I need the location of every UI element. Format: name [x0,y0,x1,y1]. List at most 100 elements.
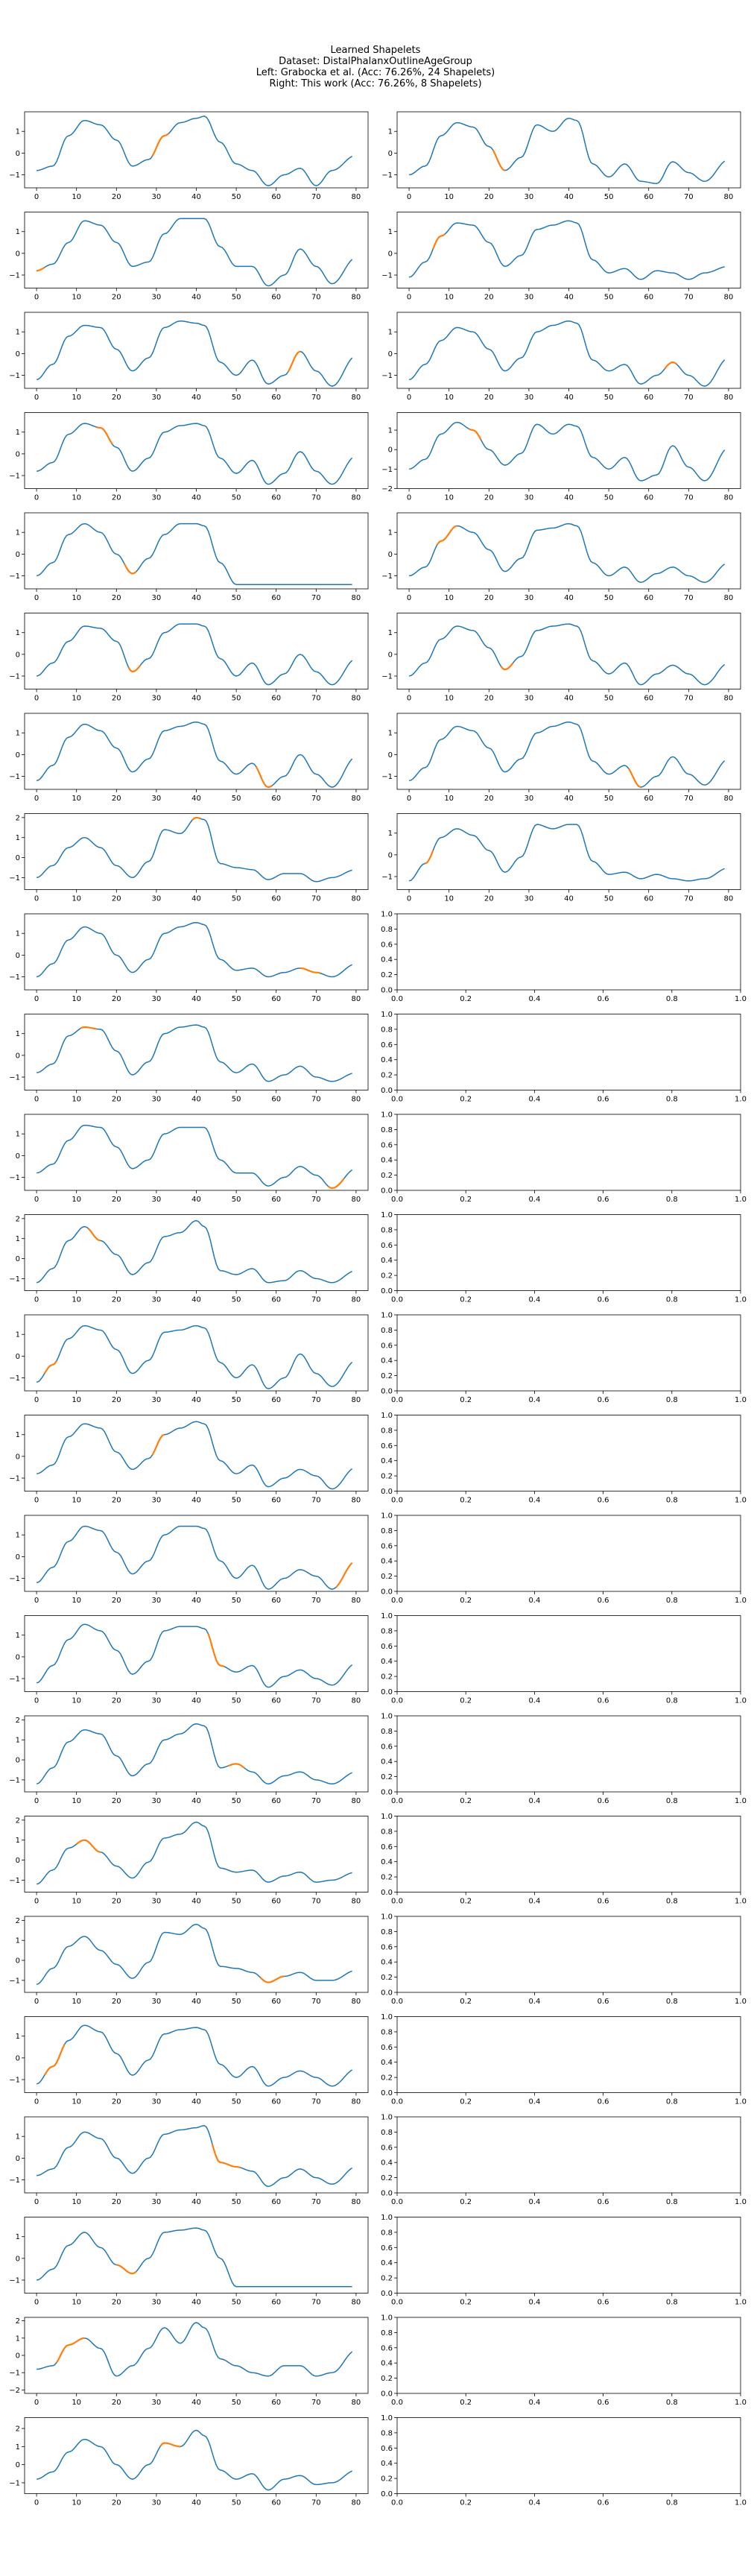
x-tick-label: 20 [112,2399,121,2407]
x-tick-label: 20 [112,1797,121,1805]
x-tick-label: 20 [112,594,121,602]
y-tick-label: 0 [16,2352,20,2361]
axes-frame [24,813,369,890]
right-panel-20: 0.0 0.2 0.4 0.6 0.8 1.0 0.0 0.2 0.4 0.6 0.8 1.0 [381,2013,747,2106]
x-tick-label: 20 [112,995,121,1003]
x-tick-label: 0 [34,594,39,602]
x-tick-label: 40 [191,1497,201,1505]
x-tick-label: 30 [152,1396,162,1404]
x-tick-label: 40 [564,895,574,903]
x-tick-label: 70 [311,1296,321,1304]
x-tick-label: 0.2 [460,2399,472,2407]
y-tick-label: 0 [16,2155,20,2163]
axes-frame [396,2317,741,2394]
x-tick-label: 0.2 [460,1898,472,1906]
y-tick-label: 1 [16,1235,20,1243]
axes-frame [24,1014,369,1090]
x-tick-label: 80 [352,895,361,903]
x-tick-label: 60 [271,1196,281,1204]
x-tick-label: 30 [152,1898,162,1906]
y-tick-label: 0.8 [381,2229,393,2237]
y-tick-label: 1.0 [381,1612,393,1620]
x-tick-label: 70 [311,1597,321,1605]
y-tick-label: −1 [9,2077,20,2085]
shapelet-segment [76,1839,101,1853]
x-tick-label: 10 [72,594,81,602]
x-tick-label: 60 [271,494,281,502]
x-tick-label: 1.0 [735,2399,747,2407]
y-tick-label: 1.0 [381,2414,393,2422]
y-tick-label: 0 [16,1957,20,1966]
y-tick-label: 1 [16,2133,20,2141]
x-tick-label: 50 [232,895,241,903]
x-tick-label: 0 [34,1797,39,1805]
x-tick-label: 50 [232,1998,241,2006]
x-tick-label: 20 [112,1898,121,1906]
y-tick-label: 1 [388,329,393,337]
x-tick-label: 40 [191,1998,201,2006]
axes-frame [396,412,741,489]
x-tick-label: 40 [564,494,574,502]
x-tick-label: 60 [644,494,653,502]
y-tick-label: 1.0 [381,1512,393,1521]
x-tick-label: 0 [34,1396,39,1404]
x-tick-label: 10 [444,795,454,803]
x-tick-label: 0.6 [598,1196,609,1204]
x-tick-label: 10 [72,1196,81,1204]
x-tick-label: 0.4 [528,2098,540,2106]
y-tick-label: −1 [9,2370,20,2378]
x-tick-label: 10 [72,1898,81,1906]
x-tick-label: 80 [352,2499,361,2507]
x-tick-label: 50 [232,1497,241,1505]
x-tick-label: 60 [271,2399,281,2407]
x-tick-label: 80 [352,1396,361,1404]
shapelet-segment [124,563,137,575]
x-tick-label: 30 [152,2098,162,2106]
shapelet-segment [80,1026,97,1030]
x-tick-label: 0.4 [528,1797,540,1805]
x-tick-label: 70 [684,594,694,602]
time-series-line [408,623,726,686]
x-tick-label: 20 [112,1396,121,1404]
y-tick-label: 0.4 [381,1056,393,1064]
x-tick-label: 0 [34,2499,39,2507]
x-tick-label: 0.0 [391,1096,403,1104]
axes-frame [396,713,741,790]
x-tick-label: 1.0 [735,1597,747,1605]
y-tick-label: 0.2 [381,2475,393,2484]
x-tick-label: 40 [191,695,201,703]
shapelet-segment [432,233,446,250]
x-tick-label: 60 [644,193,653,201]
y-tick-label: 0.2 [381,2275,393,2283]
x-tick-label: 80 [352,2198,361,2206]
y-tick-label: 0 [16,1857,20,1865]
x-tick-label: 40 [191,1096,201,1104]
x-tick-label: 40 [564,394,574,402]
x-tick-label: 70 [684,494,694,502]
shapelet-segment [43,1360,57,1374]
y-tick-label: 1 [16,329,20,337]
time-series-line [37,2322,353,2377]
y-tick-label: 1 [16,629,20,637]
shapelet-segment [228,1763,245,1769]
x-tick-label: 30 [152,695,162,703]
right-panel-7: 0 10 20 30 40 50 60 70 80 −1 0 1 [381,713,741,803]
left-panel-5: 0 10 20 30 40 50 60 70 80 −1 0 1 [9,512,369,602]
y-tick-label: 2 [16,1816,20,1825]
x-tick-label: 70 [311,1697,321,1705]
y-tick-label: −1 [9,1575,20,1583]
time-series-line [36,721,353,788]
x-tick-label: 70 [311,394,321,402]
axes-frame [24,613,369,689]
x-tick-label: 50 [604,394,614,402]
y-tick-label: −1 [9,2479,20,2487]
y-tick-label: 0.8 [381,1527,393,1535]
x-tick-label: 30 [152,2499,162,2507]
axes-frame [396,1615,741,1692]
x-tick-label: 0 [407,193,411,201]
x-tick-label: 0.4 [528,1998,540,2006]
y-tick-label: 0.4 [381,1758,393,1767]
x-tick-label: 0.6 [598,1797,609,1805]
x-tick-label: 0.8 [666,2198,678,2206]
